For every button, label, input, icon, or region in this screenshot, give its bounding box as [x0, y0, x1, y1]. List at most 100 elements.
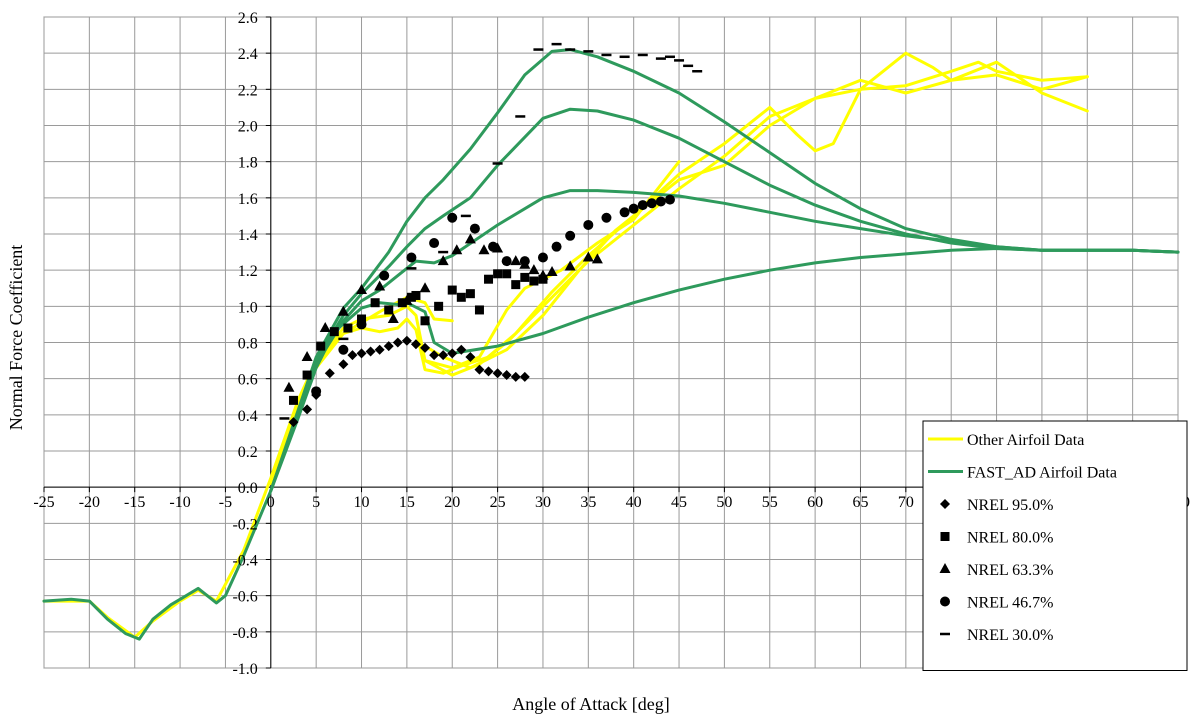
- data-point-dash: [674, 59, 685, 62]
- legend-box: [922, 420, 1188, 671]
- data-point-square: [474, 305, 484, 315]
- data-point-diamond: [338, 359, 349, 370]
- legend-label: NREL 80.0%: [967, 530, 1054, 547]
- x-tick-label: -5: [219, 494, 232, 511]
- data-point-diamond: [356, 348, 367, 359]
- data-point-square: [411, 290, 421, 300]
- data-point-circle: [469, 223, 480, 234]
- tick-labels: -25 -20 -15 -10 -5 0 5 10 15 20 25 30 35 40 45 50 55 60 65…: [33, 10, 1190, 678]
- data-point-triangle: [582, 251, 594, 262]
- legend-label: NREL 95.0%: [967, 497, 1054, 514]
- data-point-diamond: [365, 346, 376, 357]
- y-tick-label: 0.2: [238, 444, 258, 461]
- data-point-circle: [519, 256, 530, 267]
- y-tick-label: 2.6: [238, 10, 258, 27]
- y-tick-label: 0.6: [238, 372, 258, 389]
- data-point-diamond: [420, 342, 431, 353]
- data-point-circle: [601, 212, 612, 223]
- data-point-circle: [429, 238, 440, 249]
- data-point-dash: [438, 250, 449, 254]
- legend-swatch-diamond: [940, 499, 950, 509]
- data-point-circle: [488, 241, 499, 252]
- data-point-square: [370, 298, 380, 308]
- data-point-diamond: [392, 337, 403, 348]
- data-point-dash: [492, 162, 503, 165]
- data-point-circle: [619, 207, 630, 218]
- data-point-square: [502, 269, 512, 279]
- data-point-dash: [583, 50, 594, 53]
- data-point-circle: [356, 319, 367, 330]
- data-point-circle: [655, 196, 666, 207]
- data-point-diamond: [474, 364, 485, 375]
- data-point-square: [288, 395, 298, 405]
- data-point-dash: [551, 42, 562, 46]
- x-tick-label: 0: [267, 494, 275, 511]
- legend-label: FAST_AD Airfoil Data: [967, 465, 1117, 482]
- data-point-circle: [338, 344, 349, 355]
- data-point-dash: [664, 55, 675, 59]
- data-point-dash: [515, 115, 526, 118]
- x-tick-label: 45: [671, 494, 687, 511]
- data-point-square: [302, 370, 312, 380]
- data-point-circle: [637, 200, 648, 211]
- y-tick-label: 0.0: [238, 480, 258, 497]
- data-point-triangle: [374, 280, 386, 291]
- x-tick-label: -20: [79, 494, 100, 511]
- x-tick-label: 60: [807, 494, 823, 511]
- data-point-triangle: [419, 282, 431, 293]
- data-point-triangle: [356, 284, 368, 295]
- data-point-dash: [279, 417, 290, 420]
- y-tick-label: 2.4: [238, 46, 258, 63]
- x-tick-label: 15: [399, 494, 415, 511]
- data-point-square: [397, 298, 407, 308]
- x-tick-label: 10: [354, 494, 370, 511]
- data-point-diamond: [383, 341, 394, 352]
- data-point-dash: [619, 55, 630, 59]
- data-point-circle: [664, 194, 675, 205]
- data-point-triangle: [546, 265, 558, 276]
- x-tick-label: 5: [312, 494, 320, 511]
- legend-label: NREL 46.7%: [967, 595, 1054, 612]
- y-tick-label: 2.0: [238, 119, 258, 136]
- x-tick-label: 40: [626, 494, 642, 511]
- y-tick-label: 0.4: [238, 408, 258, 425]
- data-point-diamond: [429, 350, 440, 361]
- data-point-diamond: [510, 371, 521, 382]
- data-point-square: [465, 289, 475, 299]
- data-point-diamond: [501, 370, 512, 381]
- data-point-circle: [646, 198, 657, 209]
- data-point-diamond: [410, 339, 421, 350]
- data-point-square: [316, 341, 326, 351]
- data-point-square: [329, 327, 339, 337]
- series: [42, 48, 1180, 641]
- data-point-circle: [379, 270, 390, 281]
- data-point-triangle: [451, 244, 463, 255]
- other-airfoil-line: [423, 60, 1089, 370]
- legend-label: NREL 63.3%: [967, 562, 1054, 579]
- x-tick-label: 20: [444, 494, 460, 511]
- data-point-triangle: [337, 305, 349, 316]
- data-point-dash: [655, 57, 666, 60]
- data-point-square: [406, 292, 416, 302]
- data-point-triangle: [464, 233, 476, 244]
- data-point-square: [357, 314, 367, 324]
- data-point-dash: [406, 267, 417, 270]
- data-point-diamond: [456, 344, 467, 355]
- data-point-square: [484, 274, 494, 284]
- y-axis-title: Normal Force Coefficient: [6, 245, 26, 431]
- data-point-square: [511, 280, 521, 290]
- data-point-circle: [311, 386, 322, 397]
- x-tick-label: 30: [535, 494, 551, 511]
- x-tick-label: 50: [716, 494, 732, 511]
- data-point-diamond: [492, 368, 503, 379]
- x-axis-title: Angle of Attack [deg]: [512, 694, 669, 714]
- data-point-diamond: [288, 417, 299, 428]
- legend-swatch-circle: [940, 596, 950, 607]
- data-point-circle: [447, 212, 458, 223]
- y-tick-label: -1.0: [232, 661, 257, 678]
- x-tick-label: 70: [898, 494, 914, 511]
- y-tick-label: 1.2: [238, 263, 258, 280]
- data-point-triangle: [437, 255, 449, 266]
- fast-ad-line: [269, 48, 1180, 493]
- data-point-square: [493, 269, 503, 279]
